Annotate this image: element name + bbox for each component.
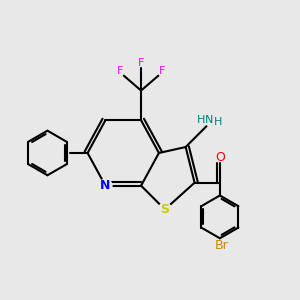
Text: N: N: [205, 115, 213, 125]
Text: O: O: [215, 151, 225, 164]
Text: F: F: [138, 58, 144, 68]
Text: N: N: [100, 179, 111, 192]
Text: S: S: [160, 203, 169, 216]
Text: Br: Br: [214, 239, 228, 252]
Circle shape: [99, 179, 112, 192]
Text: F: F: [117, 66, 124, 76]
Text: H: H: [214, 117, 222, 127]
Text: F: F: [159, 66, 165, 76]
Text: H: H: [197, 115, 205, 125]
Circle shape: [158, 203, 171, 216]
